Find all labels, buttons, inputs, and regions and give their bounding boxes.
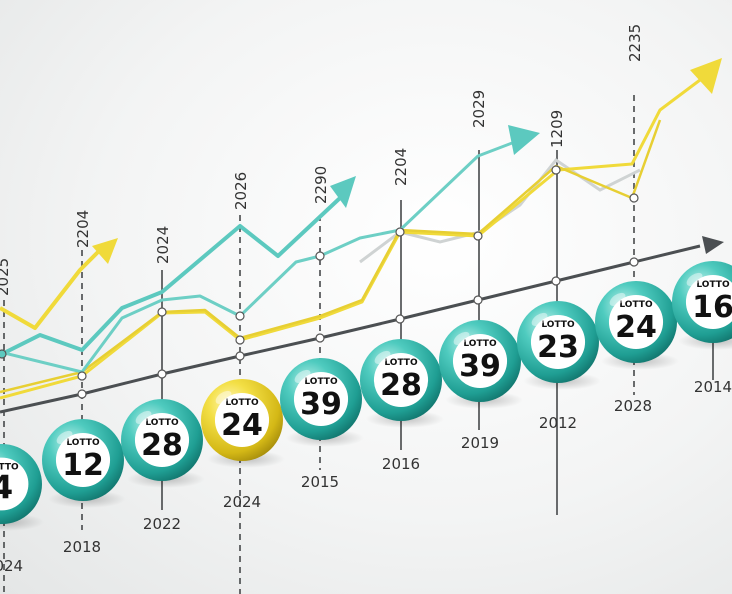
line-marker xyxy=(235,351,245,361)
ball-number: 24 xyxy=(615,310,657,345)
ball-face xyxy=(452,333,508,389)
ball-number: 24 xyxy=(221,408,263,443)
line-marker xyxy=(473,231,483,241)
ball-brand: LOTTO xyxy=(304,377,338,387)
ball-brand: LOTTO xyxy=(619,300,653,310)
year-label: 2024 xyxy=(0,557,23,575)
line-marker xyxy=(77,389,87,399)
ball-face xyxy=(134,412,190,468)
ball-face xyxy=(685,274,732,330)
ball-brand: LOTTO xyxy=(696,280,730,290)
line-marker xyxy=(315,251,325,261)
top-label: 2290 xyxy=(312,166,330,204)
ball-face xyxy=(373,352,429,408)
ball-face xyxy=(214,392,270,448)
lotto-balls: LOTTO42024LOTTO122018LOTTO282022LOTTO242… xyxy=(0,261,732,575)
ball-brand: LOTTO xyxy=(66,438,100,448)
ball-brand: LOTTO xyxy=(0,463,19,473)
year-label: 2012 xyxy=(539,414,577,432)
ball-face xyxy=(55,432,111,488)
year-label: 2019 xyxy=(461,434,499,452)
line-marker xyxy=(157,369,167,379)
year-label: 2015 xyxy=(301,473,339,491)
year-label: 2022 xyxy=(143,515,181,533)
line-marker xyxy=(629,193,639,203)
ball-brand: LOTTO xyxy=(145,418,179,428)
ball-face xyxy=(293,371,349,427)
line-marker xyxy=(551,276,561,286)
ball-highlight xyxy=(56,430,73,445)
ball-face xyxy=(608,294,664,350)
ball-highlight xyxy=(453,331,470,346)
ball-face xyxy=(530,314,586,370)
ball-number: 12 xyxy=(62,448,104,483)
line-marker xyxy=(629,257,639,267)
year-label: 2024 xyxy=(223,493,261,511)
top-label: 1209 xyxy=(548,110,566,148)
top-label: 2235 xyxy=(626,24,644,62)
year-label: 2014 xyxy=(694,378,732,396)
ball-number: 39 xyxy=(300,387,342,422)
ball-highlight xyxy=(686,272,703,287)
teal-lines xyxy=(0,125,540,374)
ball-number: 28 xyxy=(141,428,183,463)
line-marker xyxy=(235,311,245,321)
lotto-ball: LOTTO4 xyxy=(0,444,44,531)
ball-highlight xyxy=(531,312,548,327)
ball-highlight xyxy=(135,410,152,425)
ball-face xyxy=(0,457,29,511)
ball-highlight xyxy=(609,292,626,307)
dark-trend-line xyxy=(0,236,724,414)
ball-highlight xyxy=(374,350,391,365)
top-label: 2024 xyxy=(154,226,172,264)
top-label: 2204 xyxy=(74,210,92,248)
ball-number: 16 xyxy=(692,290,732,325)
ball-brand: LOTTO xyxy=(541,320,575,330)
year-label: 2028 xyxy=(614,397,652,415)
ball-brand: LOTTO xyxy=(384,358,418,368)
ball-number: 28 xyxy=(380,368,422,403)
ball-highlight xyxy=(294,369,311,384)
top-labels: 2025 2204 2024 2026 2290 2204 2029 1209 2235 xyxy=(0,24,644,296)
line-marker xyxy=(157,307,167,317)
line-marker xyxy=(395,227,405,237)
ball-number: 23 xyxy=(537,330,579,365)
ball-highlight xyxy=(215,390,232,405)
ball-brand: LOTTO xyxy=(463,339,497,349)
line-marker xyxy=(315,333,325,343)
line-marker xyxy=(77,371,87,381)
year-label: 2016 xyxy=(382,455,420,473)
top-label: 2204 xyxy=(392,148,410,186)
line-marker xyxy=(551,165,561,175)
top-label: 2026 xyxy=(232,172,250,210)
top-label: 2025 xyxy=(0,258,12,296)
ball-number: 39 xyxy=(459,349,501,384)
line-marker xyxy=(0,349,7,359)
line-marker xyxy=(395,314,405,324)
top-label: 2029 xyxy=(470,90,488,128)
line-markers xyxy=(0,165,639,399)
line-marker xyxy=(235,335,245,345)
ball-brand: LOTTO xyxy=(225,398,259,408)
year-label: 2018 xyxy=(63,538,101,556)
line-marker xyxy=(473,295,483,305)
ball-number: 4 xyxy=(0,468,13,506)
